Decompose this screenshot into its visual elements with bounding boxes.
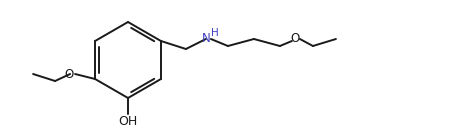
Text: O: O (290, 32, 299, 46)
Text: H: H (211, 28, 219, 38)
Text: OH: OH (118, 115, 137, 128)
Text: O: O (65, 67, 74, 81)
Text: N: N (202, 32, 210, 46)
